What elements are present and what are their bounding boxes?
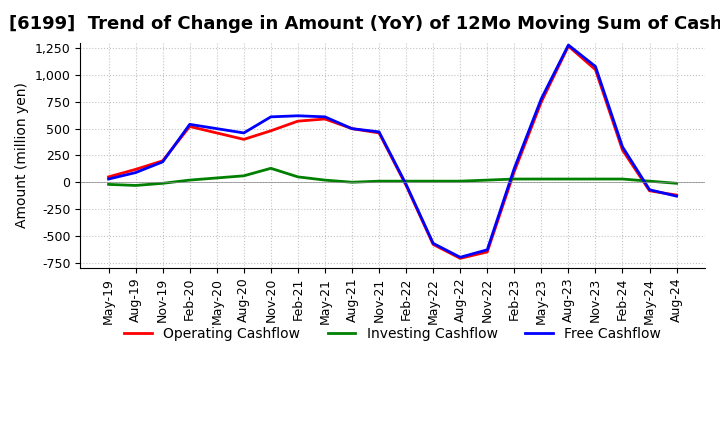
Free Cashflow [537,96,546,101]
Operating Cashflow [185,124,194,129]
Operating Cashflow [645,188,654,194]
Investing Cashflow [320,177,329,183]
Investing Cashflow [131,183,140,188]
Free Cashflow [294,113,302,118]
Free Cashflow [645,187,654,192]
Line: Free Cashflow: Free Cashflow [109,45,677,257]
Operating Cashflow [483,249,492,255]
Free Cashflow [266,114,275,120]
Free Cashflow [618,144,627,150]
Operating Cashflow [591,67,600,72]
Free Cashflow [348,126,356,131]
Investing Cashflow [618,176,627,182]
Investing Cashflow [402,179,410,184]
Investing Cashflow [672,181,681,186]
Operating Cashflow [212,130,221,136]
Free Cashflow [240,130,248,136]
Investing Cashflow [483,177,492,183]
Free Cashflow [591,64,600,69]
Free Cashflow [456,255,464,260]
Investing Cashflow [429,179,438,184]
Operating Cashflow [672,192,681,198]
Free Cashflow [104,176,113,182]
Investing Cashflow [104,182,113,187]
Operating Cashflow [158,158,167,163]
Free Cashflow [564,42,572,48]
Operating Cashflow [266,128,275,133]
Free Cashflow [402,182,410,187]
Investing Cashflow [266,166,275,171]
Investing Cashflow [158,181,167,186]
Free Cashflow [320,114,329,120]
Investing Cashflow [537,176,546,182]
Operating Cashflow [348,126,356,131]
Investing Cashflow [374,179,383,184]
Line: Operating Cashflow: Operating Cashflow [109,46,677,258]
Investing Cashflow [348,180,356,185]
Operating Cashflow [537,99,546,104]
Investing Cashflow [456,179,464,184]
Free Cashflow [672,194,681,199]
Free Cashflow [374,129,383,135]
Investing Cashflow [185,177,194,183]
Y-axis label: Amount (million yen): Amount (million yen) [15,83,29,228]
Operating Cashflow [104,174,113,180]
Operating Cashflow [374,130,383,136]
Operating Cashflow [131,167,140,172]
Legend: Operating Cashflow, Investing Cashflow, Free Cashflow: Operating Cashflow, Investing Cashflow, … [119,322,667,347]
Free Cashflow [131,170,140,175]
Operating Cashflow [240,137,248,142]
Operating Cashflow [564,44,572,49]
Free Cashflow [483,247,492,253]
Operating Cashflow [456,256,464,261]
Free Cashflow [429,241,438,246]
Free Cashflow [510,166,518,171]
Investing Cashflow [510,176,518,182]
Operating Cashflow [510,169,518,174]
Investing Cashflow [591,176,600,182]
Free Cashflow [212,126,221,131]
Investing Cashflow [645,179,654,184]
Operating Cashflow [618,147,627,153]
Investing Cashflow [564,176,572,182]
Operating Cashflow [294,118,302,124]
Free Cashflow [158,159,167,165]
Operating Cashflow [402,183,410,188]
Investing Cashflow [212,175,221,180]
Investing Cashflow [294,174,302,180]
Free Cashflow [185,122,194,127]
Operating Cashflow [320,116,329,121]
Investing Cashflow [240,173,248,179]
Line: Investing Cashflow: Investing Cashflow [109,169,677,185]
Operating Cashflow [429,242,438,247]
Title: [6199]  Trend of Change in Amount (YoY) of 12Mo Moving Sum of Cashflows: [6199] Trend of Change in Amount (YoY) o… [9,15,720,33]
